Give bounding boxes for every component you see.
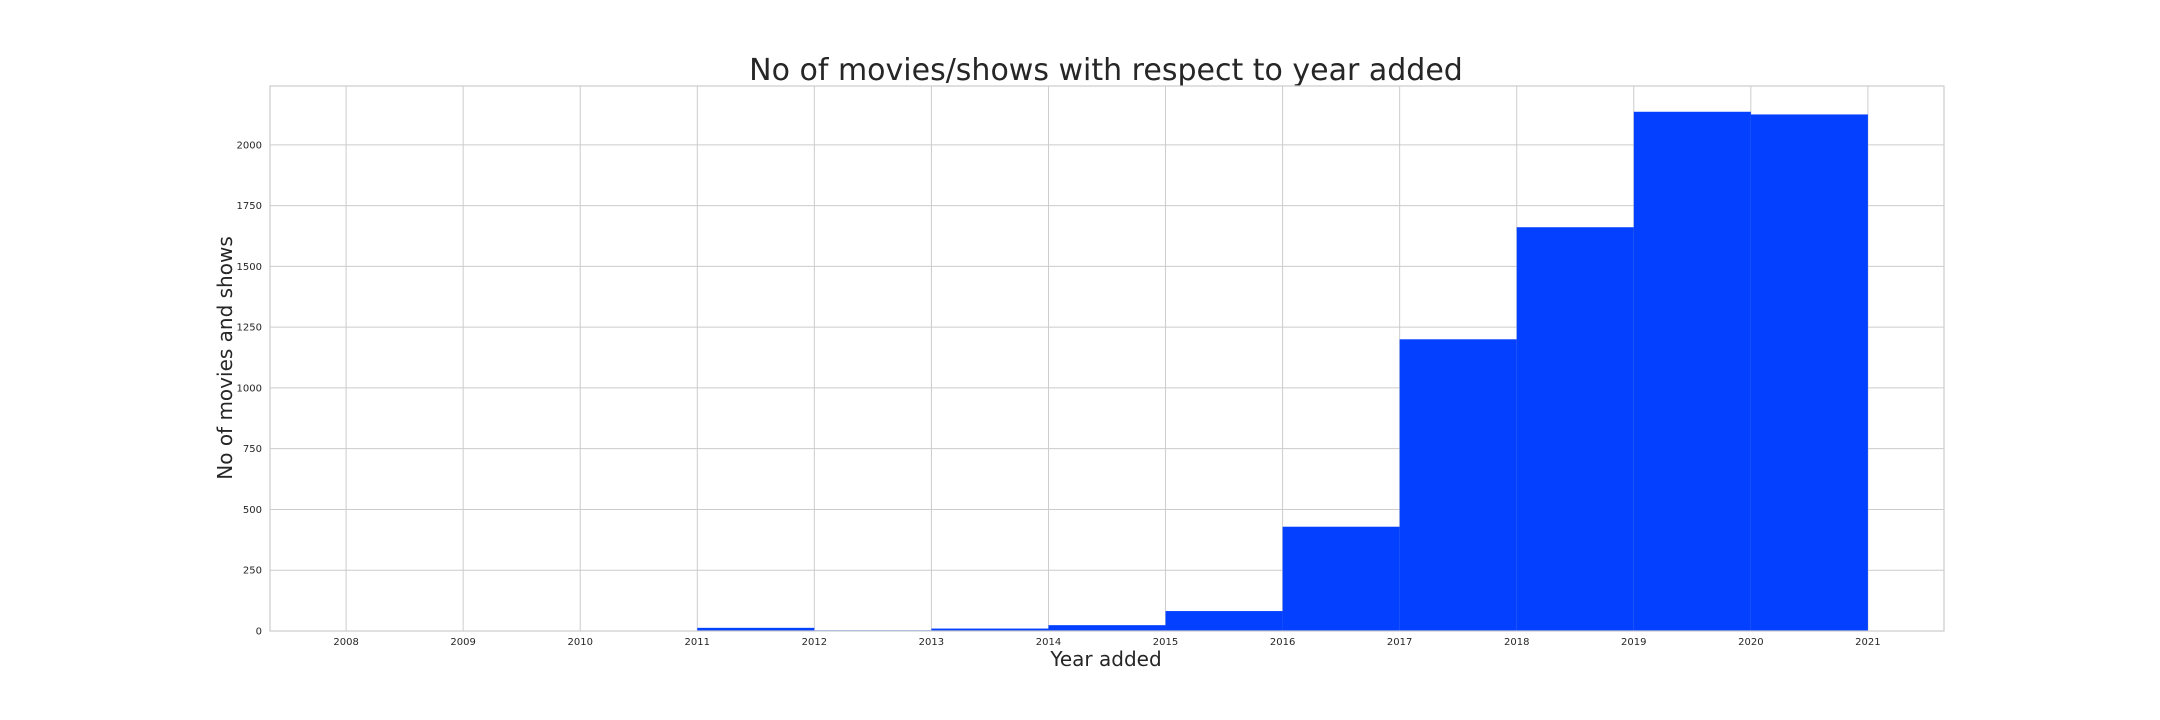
histogram-bar-2016-2017 (1282, 526, 1400, 631)
y-tick-label: 0 (256, 627, 262, 638)
x-tick-labels: 2008 2009 2010 2011 2012 2013 2014 2015 2016 2017… (333, 637, 1880, 648)
histogram-bar-2011-2012 (697, 627, 815, 631)
x-tick-label: 2014 (1036, 637, 1061, 648)
y-tick-label: 1750 (237, 201, 262, 212)
x-axis-label: Year added (1049, 647, 1161, 671)
y-tick-label: 250 (243, 566, 262, 577)
x-tick-label: 2010 (567, 637, 592, 648)
y-tick-labels: 0 250 500 750 1000 1250 1500 1750 2000 (237, 140, 262, 637)
y-tick-label: 500 (243, 505, 262, 516)
x-tick-label: 2020 (1738, 637, 1763, 648)
bars (697, 111, 1868, 632)
histogram-bar-2018-2019 (1516, 227, 1634, 631)
y-tick-label: 1250 (237, 323, 262, 334)
histogram-bar-2015-2016 (1165, 611, 1283, 631)
y-tick-label: 1500 (237, 262, 262, 273)
x-tick-label: 2013 (919, 637, 944, 648)
histogram-bar-2014-2015 (1048, 625, 1166, 631)
x-tick-label: 2011 (685, 637, 710, 648)
histogram-bar-2019-2020 (1633, 111, 1751, 632)
x-tick-label: 2016 (1270, 637, 1295, 648)
histogram-bar-2020-2021 (1750, 114, 1868, 632)
histogram-bar-2013-2014 (931, 628, 1049, 631)
x-tick-label: 2019 (1621, 637, 1646, 648)
x-tick-label: 2012 (802, 637, 827, 648)
y-tick-label: 750 (243, 444, 262, 455)
y-tick-label: 1000 (237, 383, 262, 394)
x-tick-label: 2008 (333, 637, 358, 648)
y-axis-label: No of movies and shows (213, 236, 237, 479)
x-tick-label: 2018 (1504, 637, 1529, 648)
x-tick-label: 2017 (1387, 637, 1412, 648)
x-tick-label: 2015 (1153, 637, 1178, 648)
plot-frame (269, 85, 1945, 632)
x-tick-label: 2009 (450, 637, 475, 648)
histogram-bar-2017-2018 (1399, 339, 1517, 631)
chart-title: No of movies/shows with respect to year … (749, 53, 1463, 88)
y-tick-label: 2000 (237, 140, 262, 151)
x-tick-label: 2021 (1855, 637, 1880, 648)
